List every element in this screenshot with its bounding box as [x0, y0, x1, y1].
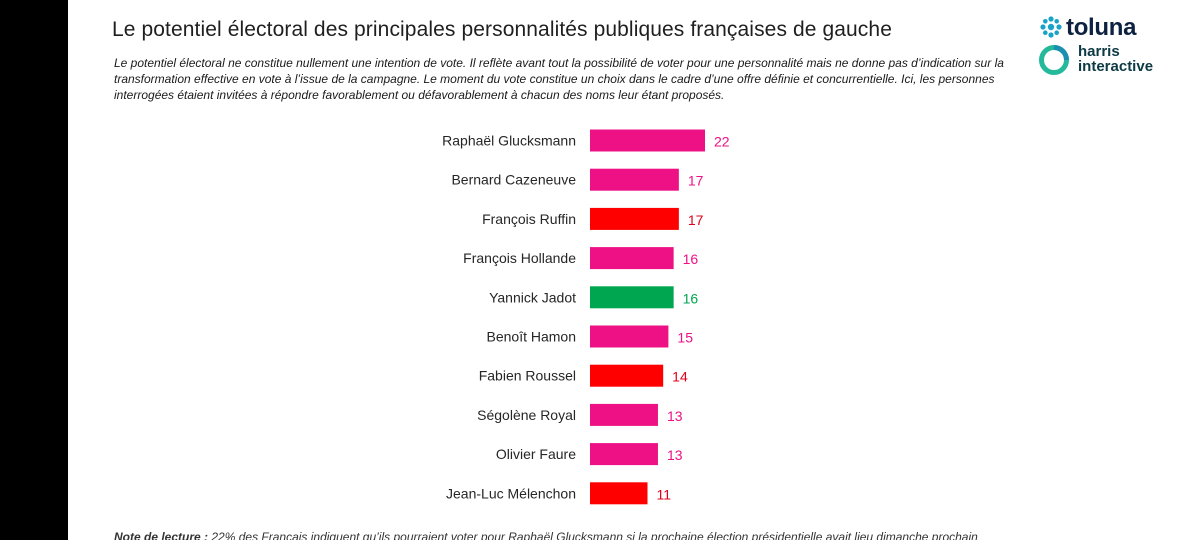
reading-note: Note de lecture : 22% des Français indiq… [114, 530, 1114, 540]
data-label: 14 [672, 369, 688, 385]
bar [590, 168, 679, 191]
slide: Le potentiel électoral des principales p… [68, 0, 1200, 540]
bar-chart-svg: Raphaël Glucksmann 22 Bernard Cazeneuve 17 F… [442, 129, 730, 505]
data-label: 15 [677, 330, 693, 346]
category-label: Raphaël Glucksmann [442, 133, 576, 149]
toluna-wordmark: toluna [1066, 14, 1137, 41]
bar [590, 247, 674, 270]
data-label: 11 [657, 486, 672, 502]
data-label: 13 [667, 408, 683, 424]
chart-subtitle: Le potentiel électoral ne constitue null… [114, 56, 1004, 102]
toluna-star-icon [1040, 16, 1062, 38]
bar [590, 325, 669, 348]
bar [590, 403, 658, 426]
harris-wordmark: harris interactive [1078, 44, 1153, 74]
data-label: 22 [714, 134, 730, 150]
category-label: François Ruffin [482, 211, 576, 227]
reading-note-label: Note de lecture : [114, 530, 209, 540]
harris-wordmark-line1: harris [1078, 43, 1120, 60]
chart-title: Le potentiel électoral des principales p… [112, 18, 892, 41]
harris-ring-icon [1039, 45, 1069, 75]
reading-note-text: 22% des Français indiquent qu’ils pourra… [208, 530, 978, 540]
bar [590, 129, 705, 152]
bar [590, 207, 679, 230]
bar [590, 364, 664, 387]
category-label: Bernard Cazeneuve [451, 172, 576, 188]
data-label: 17 [688, 212, 704, 228]
category-label: Jean-Luc Mélenchon [446, 485, 576, 501]
category-label: Yannick Jadot [489, 289, 576, 305]
category-label: Benoît Hamon [487, 329, 577, 345]
bar-chart: Raphaël Glucksmann 22 Bernard Cazeneuve 17 F… [68, 120, 1200, 520]
bar [590, 482, 648, 505]
bar [590, 443, 658, 466]
category-label: Ségolène Royal [477, 407, 576, 423]
bar [590, 286, 674, 309]
data-label: 16 [683, 251, 699, 267]
data-label: 13 [667, 447, 683, 463]
category-label: François Hollande [463, 250, 576, 266]
category-label: Olivier Faure [496, 446, 576, 462]
data-label: 17 [688, 173, 704, 189]
harris-wordmark-line2: interactive [1078, 58, 1154, 75]
category-label: Fabien Roussel [479, 368, 576, 384]
data-label: 16 [683, 290, 699, 306]
